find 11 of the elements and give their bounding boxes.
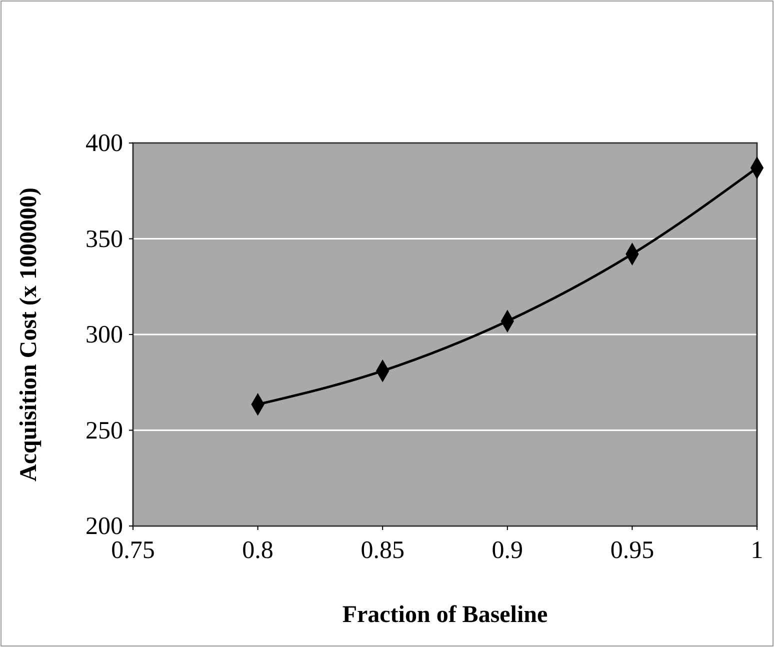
x-tick-label: 0.95 (610, 536, 654, 564)
x-tick-label: 1 (750, 536, 764, 564)
y-tick-label: 250 (86, 417, 123, 444)
y-tick-label: 350 (86, 226, 123, 253)
x-tick-label: 0.85 (360, 536, 404, 564)
x-tick-label: 0.9 (492, 536, 524, 564)
y-tick-label: 300 (86, 322, 123, 348)
x-axis-title: Fraction of Baseline (342, 602, 548, 628)
x-tick-label: 0.8 (242, 536, 274, 564)
y-axis-title: Acquisition Cost (x 1000000) (16, 187, 42, 482)
y-tick-label: 400 (86, 130, 123, 157)
